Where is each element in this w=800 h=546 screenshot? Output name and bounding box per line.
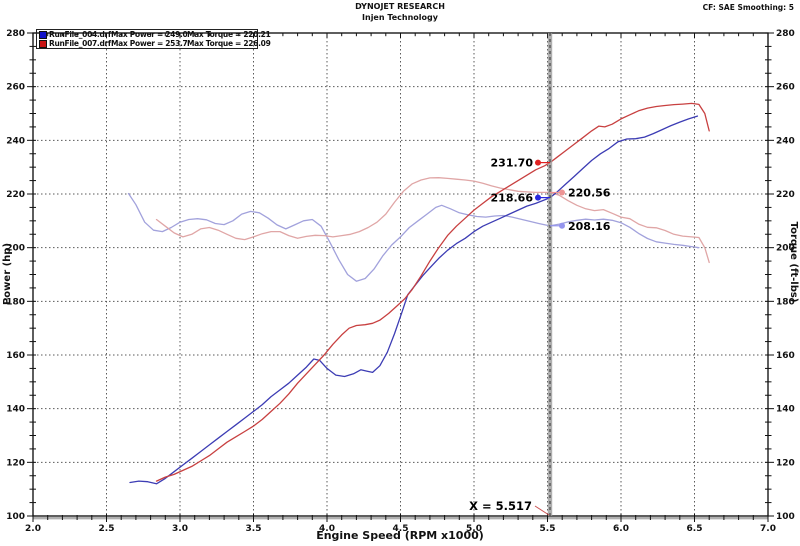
y-tick-label-left: 140 (6, 405, 25, 415)
y-tick-label-right: 180 (776, 297, 795, 307)
y-tick-label-left: 240 (6, 136, 25, 146)
y-tick-label-right: 260 (776, 83, 795, 93)
legend-swatch-red (39, 39, 47, 48)
callouts: 231.70 218.66 220.56 208.16 (491, 157, 611, 233)
y-tick-label-left: 200 (6, 244, 25, 254)
callout-dot (534, 159, 541, 166)
y-tick-label-right: 220 (776, 190, 795, 200)
callout-label: 218.66 (491, 192, 534, 205)
legend-max-power: Max Power = 253.77 (111, 39, 187, 48)
right-axis-title: Torque (ft-lbs) (788, 222, 799, 303)
y-tick-label-left: 180 (6, 297, 25, 307)
correction-info: CF: SAE Smoothing: 5 (702, 3, 794, 12)
y-tick-label-left: 120 (6, 458, 25, 468)
legend-row-run004[interactable]: RunFile_004.drf Max Power = 249.03 Max T… (37, 30, 271, 39)
callout-dot (534, 194, 541, 201)
legend-max-power: Max Power = 249.03 (111, 30, 187, 39)
series-runfile-007-power (155, 102, 710, 482)
legend-row-run007[interactable]: RunFile_007.drf Max Power = 253.77 Max T… (37, 39, 271, 48)
y-tick-label-right: 280 (776, 29, 795, 39)
x-tick-label: 7.0 (760, 524, 776, 534)
x-axis-title: Engine Speed (RPM x1000) (316, 529, 484, 542)
y-tick-label-left: 100 (6, 512, 25, 522)
x-tick-label: 2.0 (25, 524, 41, 534)
cursor-leader-line (534, 505, 550, 516)
x-tick-label: 3.0 (172, 524, 188, 534)
y-tick-label-left: 260 (6, 83, 25, 93)
callout-label: 231.70 (491, 157, 534, 170)
curves (127, 102, 710, 485)
y-tick-label-right: 140 (776, 405, 795, 415)
series-runfile-007-torque (155, 177, 710, 264)
x-tick-label: 5.0 (466, 524, 482, 534)
legend: RunFile_004.drf Max Power = 249.03 Max T… (36, 29, 271, 49)
x-tick-label: 3.5 (246, 524, 262, 534)
gridlines (33, 33, 768, 516)
axis-ticks (27, 32, 774, 522)
left-axis-title: Power (hp) (2, 243, 13, 305)
chart-subtitle: Injen Technology (362, 13, 438, 22)
callout-dot (558, 222, 565, 229)
x-tick-label: 5.5 (540, 524, 556, 534)
callout-dot (558, 189, 565, 196)
y-tick-label-right: 120 (776, 458, 795, 468)
x-tick-label: 4.0 (319, 524, 335, 534)
x-tick-label: 6.5 (687, 524, 703, 534)
series-runfile-004-torque (127, 192, 700, 282)
callout-label: 208.16 (568, 220, 611, 233)
y-tick-label-right: 100 (776, 512, 795, 522)
y-tick-label-right: 200 (776, 244, 795, 254)
series-runfile-004-power (129, 115, 699, 485)
cursor: X = 5.517 (469, 33, 553, 516)
legend-max-torque: Max Torque = 226.09 (187, 39, 271, 48)
y-tick-label-left: 160 (6, 351, 25, 361)
x-tick-label: 4.5 (393, 524, 409, 534)
legend-run-name: RunFile_007.drf (49, 39, 111, 48)
callout-label: 220.56 (568, 186, 611, 199)
legend-swatch-blue (39, 30, 47, 39)
y-tick-label-right: 240 (776, 136, 795, 146)
y-tick-label-right: 160 (776, 351, 795, 361)
legend-max-torque: Max Torque = 220.21 (187, 30, 271, 39)
y-tick-label-left: 220 (6, 190, 25, 200)
legend-run-name: RunFile_004.drf (49, 30, 111, 39)
x-tick-label: 6.0 (613, 524, 629, 534)
y-tick-label-left: 280 (6, 29, 25, 39)
cursor-label: X = 5.517 (469, 499, 532, 513)
chart-title: DYNOJET RESEARCH (355, 2, 445, 11)
x-tick-label: 2.5 (99, 524, 115, 534)
